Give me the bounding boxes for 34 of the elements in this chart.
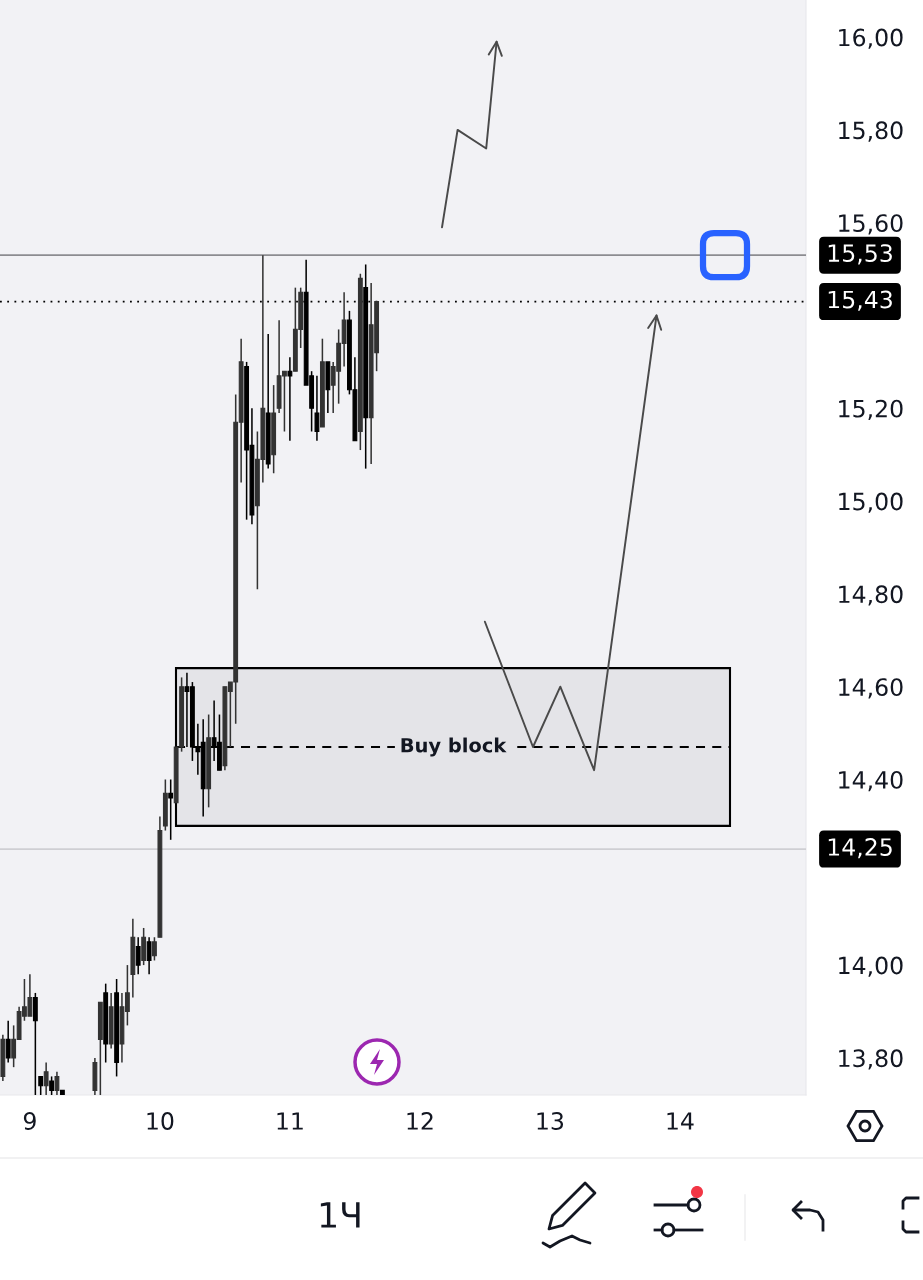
candlestick: [49, 1075, 55, 1095]
ref-line-label: 15,43: [828, 290, 892, 311]
x-tick-label: 9: [23, 1112, 36, 1130]
candlestick: [32, 992, 38, 1095]
y-tick-label: 15,00: [839, 492, 903, 513]
y-tick-label: 13,80: [839, 1049, 903, 1070]
candlestick: [287, 356, 293, 442]
x-tick-label: 11: [277, 1112, 303, 1130]
x-tick-label: 14: [667, 1112, 694, 1130]
candlestick: [152, 936, 157, 962]
y-tick-label: 14,40: [839, 770, 903, 792]
ref-line-label: Buy block: [401, 737, 507, 757]
y-tick-label: 15,80: [839, 121, 903, 142]
candlestick: [5, 1019, 11, 1064]
x-tick-label: 10: [147, 1112, 174, 1130]
y-tick-label: 16,00: [839, 28, 903, 49]
x-tick-label: 13: [537, 1112, 564, 1130]
candlestick: [135, 936, 141, 976]
candlestick: [54, 1071, 60, 1095]
y-tick-label: 14,00: [839, 956, 903, 977]
ref-line-label: 15,53: [828, 244, 892, 265]
candlestick: [168, 778, 174, 841]
y-tick-label: 14,80: [839, 585, 903, 606]
y-tick-label: 15,60: [839, 214, 903, 235]
candlestick: [146, 936, 152, 976]
text: 1Ч: [320, 1202, 360, 1228]
candlestick: [43, 1061, 49, 1095]
candlestick: [38, 1075, 44, 1095]
candlestick: [314, 375, 320, 442]
candlestick: [141, 927, 147, 966]
y-tick-label: 14,60: [839, 678, 903, 699]
x-tick-label: 12: [407, 1112, 433, 1130]
ref-line-label: 14,25: [828, 838, 892, 859]
y-tick-label: 15,20: [839, 399, 903, 421]
